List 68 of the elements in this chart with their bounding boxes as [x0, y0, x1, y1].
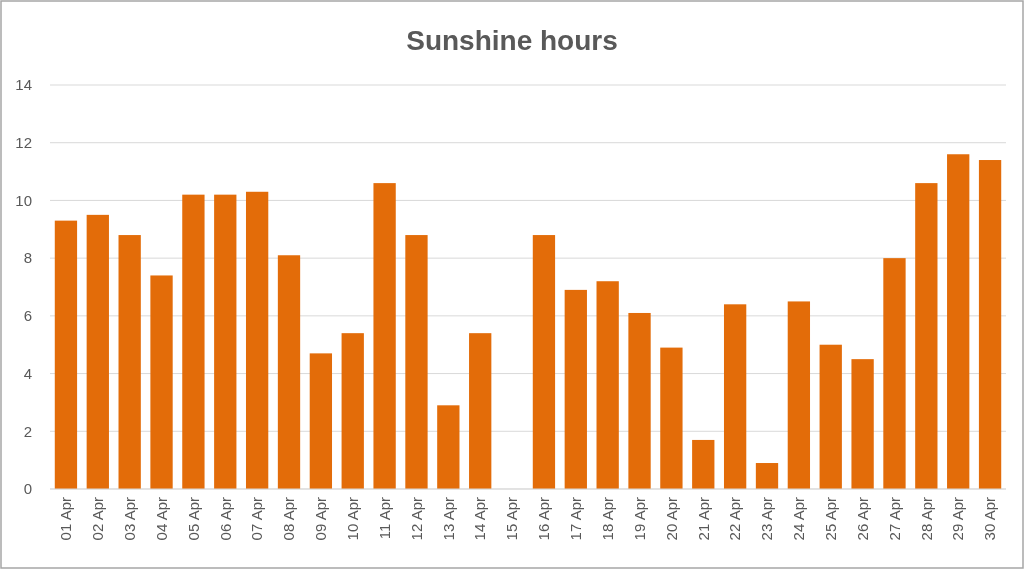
- chart-title: Sunshine hours: [406, 25, 618, 56]
- bar: [341, 333, 364, 489]
- y-tick-label: 0: [23, 480, 32, 498]
- x-tick-label: 21 Apr: [694, 497, 712, 541]
- bar: [628, 312, 651, 489]
- x-tick-label: 27 Apr: [885, 497, 903, 541]
- y-tick-label: 10: [15, 191, 32, 209]
- x-tick-label: 01 Apr: [57, 497, 75, 541]
- x-tick-label: 20 Apr: [662, 497, 680, 541]
- bar: [755, 463, 779, 489]
- x-tick-label: 25 Apr: [821, 497, 839, 541]
- x-tick-label: 19 Apr: [630, 497, 648, 541]
- bar: [819, 344, 842, 489]
- x-tick-label: 14 Apr: [471, 497, 489, 541]
- x-tick-label: 06 Apr: [216, 497, 234, 541]
- x-tick-label: 08 Apr: [280, 497, 298, 541]
- bar: [118, 235, 141, 489]
- x-tick-label: 28 Apr: [917, 497, 935, 541]
- bar: [978, 160, 1002, 489]
- x-tick-label: 18 Apr: [598, 497, 616, 541]
- x-tick-label: 07 Apr: [248, 497, 266, 541]
- x-tick-label: 23 Apr: [758, 497, 776, 541]
- bar: [182, 194, 205, 489]
- y-tick-label: 6: [23, 307, 32, 325]
- x-tick-label: 17 Apr: [567, 497, 585, 541]
- bar: [86, 214, 109, 489]
- x-tick-label: 09 Apr: [312, 497, 330, 541]
- y-tick-label: 12: [15, 133, 32, 151]
- bar: [277, 255, 301, 489]
- bar: [851, 359, 874, 489]
- bar: [532, 235, 556, 489]
- bar: [947, 154, 970, 489]
- x-tick-label: 04 Apr: [152, 497, 170, 541]
- bar: [692, 439, 715, 489]
- bar: [405, 235, 428, 489]
- x-tick-label: 13 Apr: [439, 497, 457, 541]
- x-tick-label: 10 Apr: [343, 497, 361, 541]
- x-tick-label: 30 Apr: [981, 497, 999, 541]
- x-tick-label: 29 Apr: [949, 497, 967, 541]
- bar: [54, 220, 78, 489]
- bar: [787, 301, 811, 489]
- x-tick-label: 16 Apr: [535, 497, 553, 541]
- bar: [469, 333, 492, 489]
- bar: [915, 183, 938, 489]
- bar: [150, 275, 173, 489]
- x-tick-label: 22 Apr: [726, 497, 744, 541]
- bar: [373, 183, 396, 489]
- x-tick-label: 02 Apr: [89, 497, 107, 541]
- y-tick-label: 14: [15, 76, 32, 94]
- y-tick-label: 8: [23, 249, 32, 267]
- bar: [660, 347, 683, 489]
- bar: [883, 258, 906, 489]
- bar: [309, 353, 333, 489]
- x-tick-label: 12 Apr: [407, 497, 425, 541]
- x-tick-label: 26 Apr: [853, 497, 871, 541]
- bar: [564, 289, 587, 489]
- x-tick-label: 15 Apr: [503, 497, 521, 541]
- x-tick-label: 05 Apr: [184, 497, 202, 541]
- y-tick-label: 4: [23, 364, 32, 382]
- bar: [596, 281, 619, 489]
- x-tick-label: 24 Apr: [790, 497, 808, 541]
- bar: [437, 405, 460, 489]
- x-tick-label: 11 Apr: [375, 497, 393, 540]
- bar: [723, 304, 747, 489]
- bar: [214, 194, 237, 489]
- x-tick-label: 03 Apr: [120, 497, 138, 541]
- y-tick-label: 2: [23, 422, 32, 440]
- bar: [245, 191, 269, 489]
